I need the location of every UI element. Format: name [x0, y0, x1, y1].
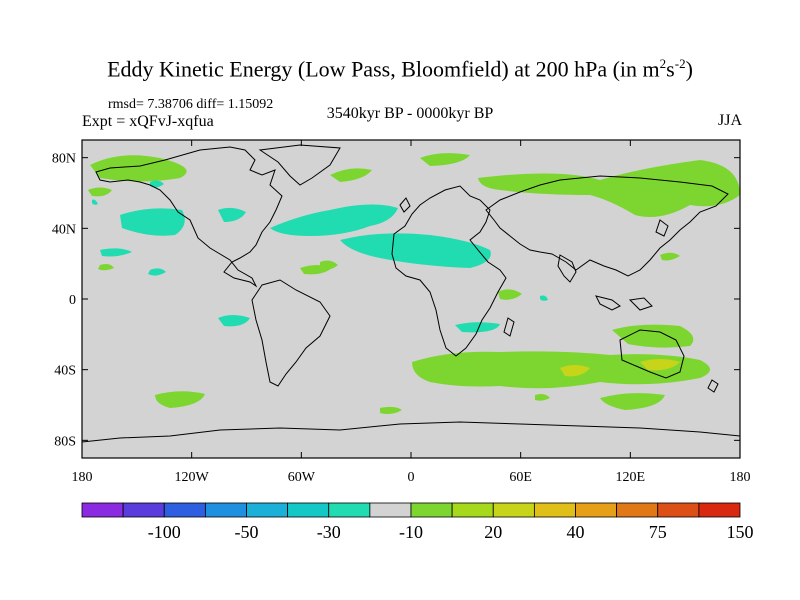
colorbar-box	[163, 502, 206, 518]
lon-tick-label: 60W	[288, 470, 316, 485]
colorbar-label: -100	[148, 522, 181, 542]
field-region-sh-cyan	[218, 295, 548, 333]
colorbar-label: -30	[317, 522, 341, 542]
colorbar-label: 75	[649, 522, 667, 542]
latitude-axis: 80N 40N 0 40S 80S	[52, 152, 740, 449]
ekedifference-field	[82, 144, 740, 443]
colorbar-box	[698, 502, 741, 518]
title-superscript-2: -2	[674, 56, 686, 71]
colorbar-box	[369, 502, 412, 518]
colorbar-box	[246, 502, 289, 518]
title-unit-s: s	[666, 56, 675, 82]
lat-tick-label: 80N	[52, 152, 76, 167]
colorbar-box	[492, 502, 535, 518]
lat-tick-label: 40N	[52, 222, 76, 237]
lat-tick-label: 80S	[54, 434, 76, 449]
map-title: Eddy Kinetic Energy (Low Pass, Bloomfiel…	[0, 56, 800, 82]
lon-tick-label: 0	[408, 470, 415, 485]
lon-tick-label: 180	[730, 470, 751, 485]
colorbar-box	[328, 502, 371, 518]
field-region-nh-cyan	[92, 180, 491, 276]
title-text: Eddy Kinetic Energy (Low Pass, Bloomfiel…	[107, 56, 660, 82]
season-label: JJA	[717, 112, 742, 129]
longitude-axis: 180 120W 60W 0 60E 120E 180	[72, 140, 751, 485]
colorbar-box	[451, 502, 494, 518]
field-region-sh-green	[155, 324, 710, 414]
lat-tick-label: 0	[69, 293, 76, 308]
title-close: )	[685, 56, 693, 82]
colorbar-label: 40	[567, 522, 585, 542]
colorbar-box	[204, 502, 247, 518]
title-superscript-1: 2	[659, 56, 667, 71]
colorbar-label: 150	[727, 522, 754, 542]
lat-tick-label: 40S	[54, 364, 76, 379]
experiment-label: Expt = xQFvJ-xqfua	[82, 113, 214, 130]
colorbar-box	[410, 502, 453, 518]
colorbar-box	[616, 502, 659, 518]
colorbar-label: -10	[399, 522, 423, 542]
rmsd-diff-stats: rmsd= 7.38706 diff= 1.15092	[108, 97, 274, 112]
lon-tick-label: 120W	[175, 470, 210, 485]
colorbar-box	[657, 502, 700, 518]
colorbar-box	[533, 502, 576, 518]
colorbar-box	[287, 502, 330, 518]
colorbar-box	[575, 502, 618, 518]
colorbar-label: -50	[235, 522, 259, 542]
colorbar-box	[81, 502, 124, 518]
field-region-sh-yellow	[560, 359, 680, 377]
colorbar-label: 20	[484, 522, 502, 542]
coastlines	[82, 144, 740, 443]
colorbar-labels: -100 -50 -30 -10 20 40 75 150	[148, 522, 754, 542]
lon-tick-label: 180	[72, 470, 93, 485]
field-region-nh-green	[88, 153, 740, 300]
colorbar-box	[122, 502, 165, 518]
lon-tick-label: 60E	[509, 470, 532, 485]
lon-tick-label: 120E	[616, 470, 646, 485]
colorbar-boxes	[81, 502, 741, 518]
period-label: 3540kyr BP - 0000kyr BP	[326, 105, 494, 122]
